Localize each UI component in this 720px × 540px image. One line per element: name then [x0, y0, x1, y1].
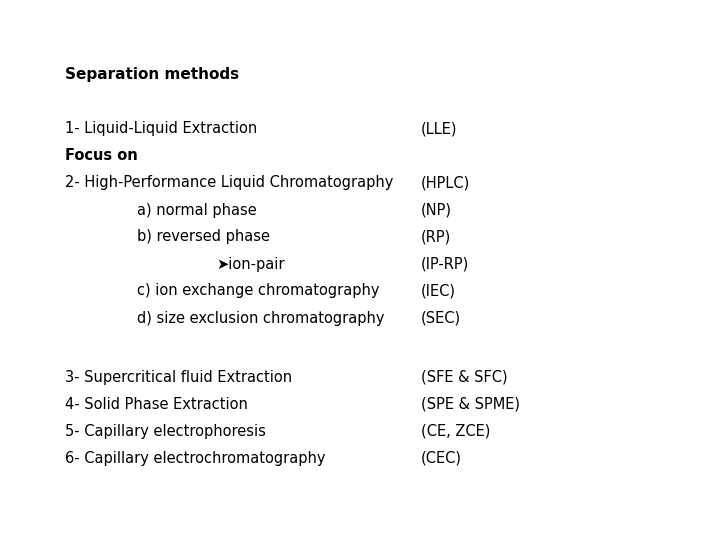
Text: (SPE & SPME): (SPE & SPME)	[421, 397, 521, 412]
Text: 2- High-Performance Liquid Chromatography: 2- High-Performance Liquid Chromatograph…	[65, 176, 393, 191]
Text: a) normal phase: a) normal phase	[137, 202, 256, 218]
Text: (IP-RP): (IP-RP)	[421, 256, 469, 272]
Text: (CE, ZCE): (CE, ZCE)	[421, 424, 490, 439]
Text: 1- Liquid-Liquid Extraction: 1- Liquid-Liquid Extraction	[65, 122, 257, 137]
Text: (CEC): (CEC)	[421, 451, 462, 466]
Text: (SFE & SFC): (SFE & SFC)	[421, 370, 508, 385]
Text: c) ion exchange chromatography: c) ion exchange chromatography	[137, 284, 379, 299]
Text: (HPLC): (HPLC)	[421, 176, 470, 191]
Text: (RP): (RP)	[421, 230, 451, 245]
Text: Separation methods: Separation methods	[65, 68, 239, 83]
Text: 6- Capillary electrochromatography: 6- Capillary electrochromatography	[65, 451, 325, 466]
Text: (NP): (NP)	[421, 202, 452, 218]
Text: b) reversed phase: b) reversed phase	[137, 230, 270, 245]
Text: (SEC): (SEC)	[421, 310, 462, 326]
Text: Focus on: Focus on	[65, 148, 138, 164]
Text: (LLE): (LLE)	[421, 122, 458, 137]
Text: 5- Capillary electrophoresis: 5- Capillary electrophoresis	[65, 424, 266, 439]
Text: d) size exclusion chromatography: d) size exclusion chromatography	[137, 310, 384, 326]
Text: 4- Solid Phase Extraction: 4- Solid Phase Extraction	[65, 397, 248, 412]
Text: (IEC): (IEC)	[421, 284, 456, 299]
Text: 3- Supercritical fluid Extraction: 3- Supercritical fluid Extraction	[65, 370, 292, 385]
Text: ➤ion-pair: ➤ion-pair	[216, 256, 284, 272]
